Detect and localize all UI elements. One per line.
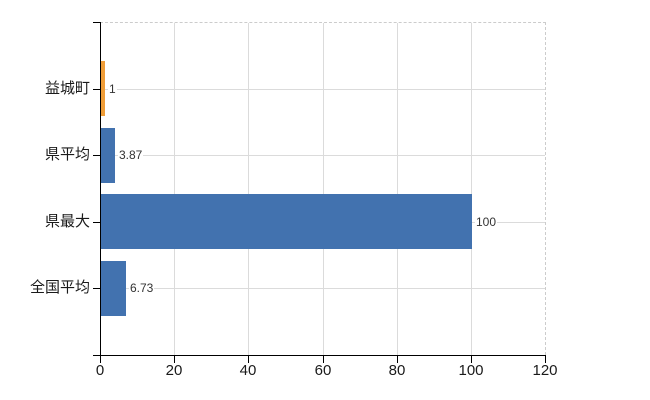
x-axis-tick — [397, 355, 398, 363]
gridline-vertical — [471, 23, 472, 355]
category-label: 全国平均 — [29, 279, 90, 296]
x-axis-tick — [323, 355, 324, 363]
gridline-vertical — [174, 23, 175, 355]
gridline-vertical — [323, 23, 324, 355]
y-axis-tick — [93, 155, 100, 156]
y-axis-tick — [93, 222, 100, 223]
bar-value-label: 100 — [475, 214, 498, 230]
category-label: 益城町 — [44, 80, 90, 97]
y-axis-line — [100, 22, 101, 356]
gridline-horizontal — [101, 155, 545, 156]
y-axis-tick — [93, 288, 100, 289]
x-axis-tick-label: 20 — [165, 362, 183, 379]
x-axis-tick — [100, 355, 101, 363]
x-axis-tick — [545, 355, 546, 363]
bar — [101, 261, 126, 316]
gridline-vertical — [248, 23, 249, 355]
y-axis-outer-tick-bottom — [93, 355, 100, 356]
x-axis-tick-label: 120 — [532, 362, 558, 379]
x-axis-tick — [471, 355, 472, 363]
plot-frame-top — [100, 22, 546, 23]
bar-value-label: 1 — [108, 81, 117, 97]
x-axis-tick-label: 60 — [314, 362, 332, 379]
y-axis-tick — [93, 89, 100, 90]
gridline-horizontal — [101, 89, 545, 90]
bar — [101, 194, 472, 249]
x-axis-tick — [174, 355, 175, 363]
x-axis-tick — [248, 355, 249, 363]
category-label: 県平均 — [44, 146, 90, 163]
x-axis-tick-label: 40 — [239, 362, 257, 379]
gridline-horizontal — [101, 288, 545, 289]
plot-frame-right — [545, 22, 546, 355]
bar-value-label: 3.87 — [118, 147, 144, 163]
gridline-vertical — [397, 23, 398, 355]
x-axis-tick-label: 100 — [458, 362, 484, 379]
y-axis-outer-tick-top — [93, 22, 100, 23]
bar — [101, 61, 105, 116]
category-label: 県最大 — [44, 213, 90, 230]
x-axis-tick-label: 80 — [388, 362, 406, 379]
bar-value-label: 6.73 — [129, 280, 155, 296]
bar — [101, 128, 115, 183]
x-axis-tick-label: 0 — [95, 362, 105, 379]
